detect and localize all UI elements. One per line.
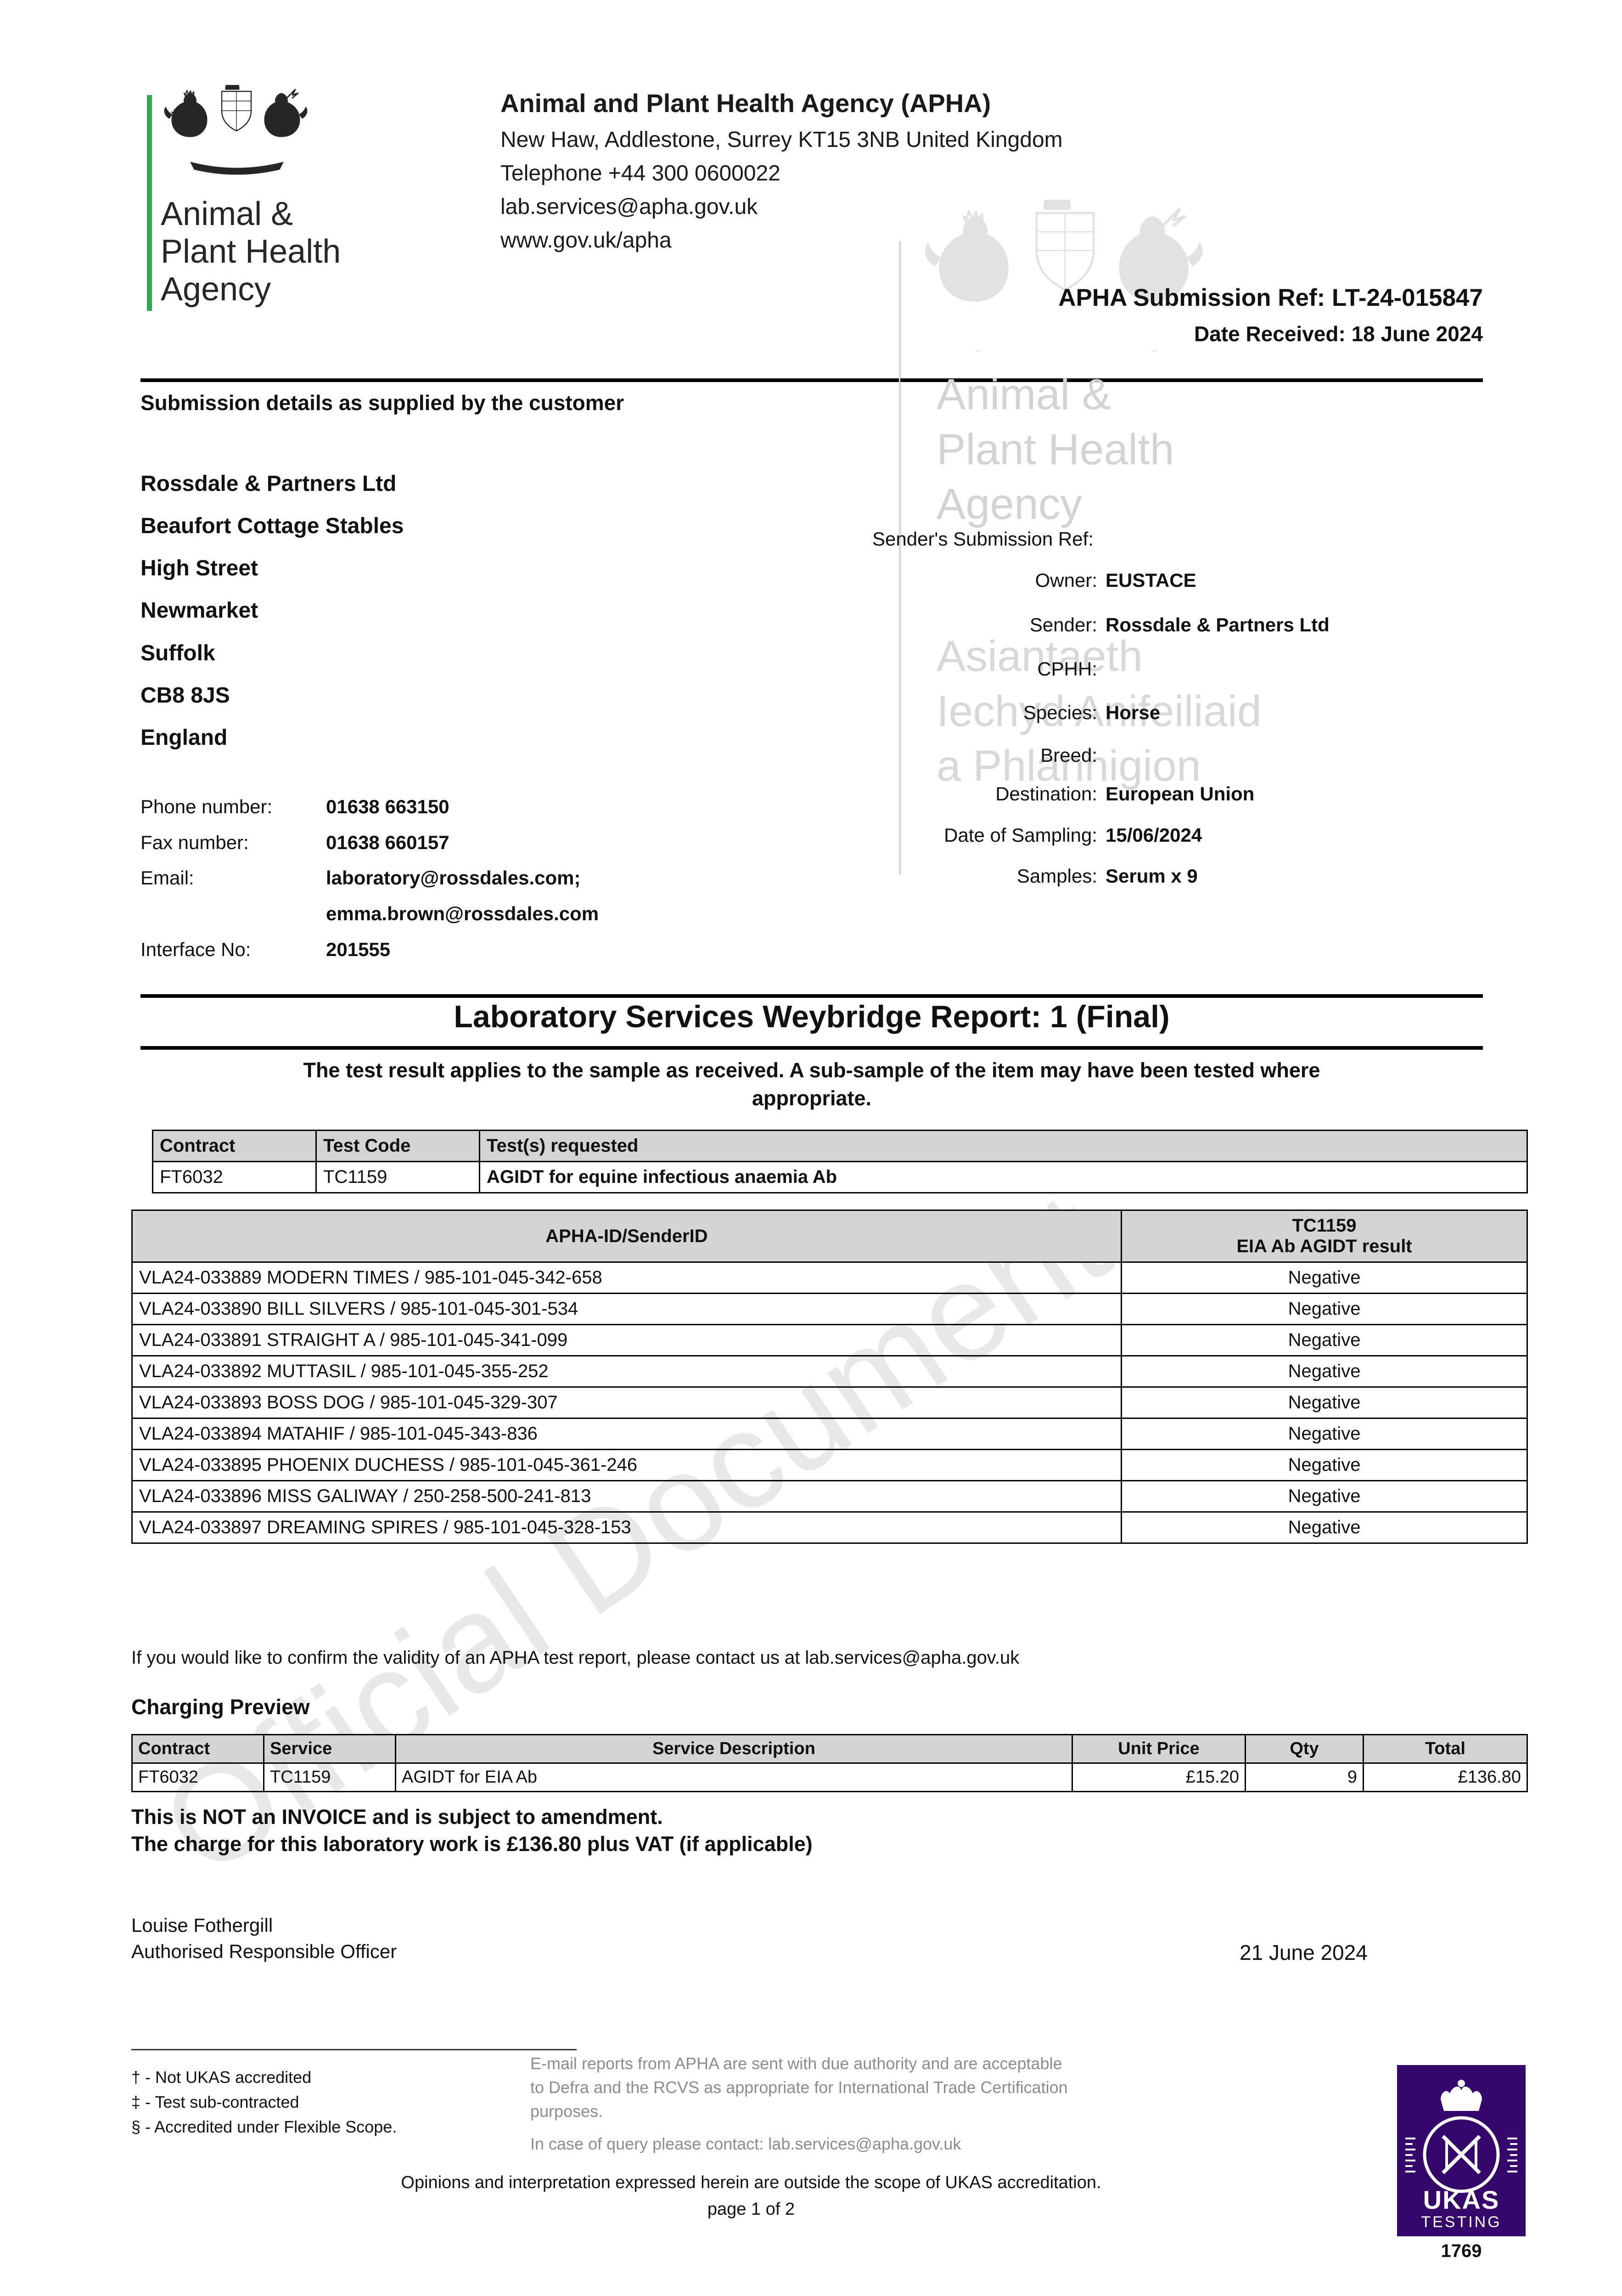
svg-text:UKAS: UKAS: [1423, 2185, 1500, 2214]
svg-text:TESTING: TESTING: [1421, 2213, 1501, 2231]
